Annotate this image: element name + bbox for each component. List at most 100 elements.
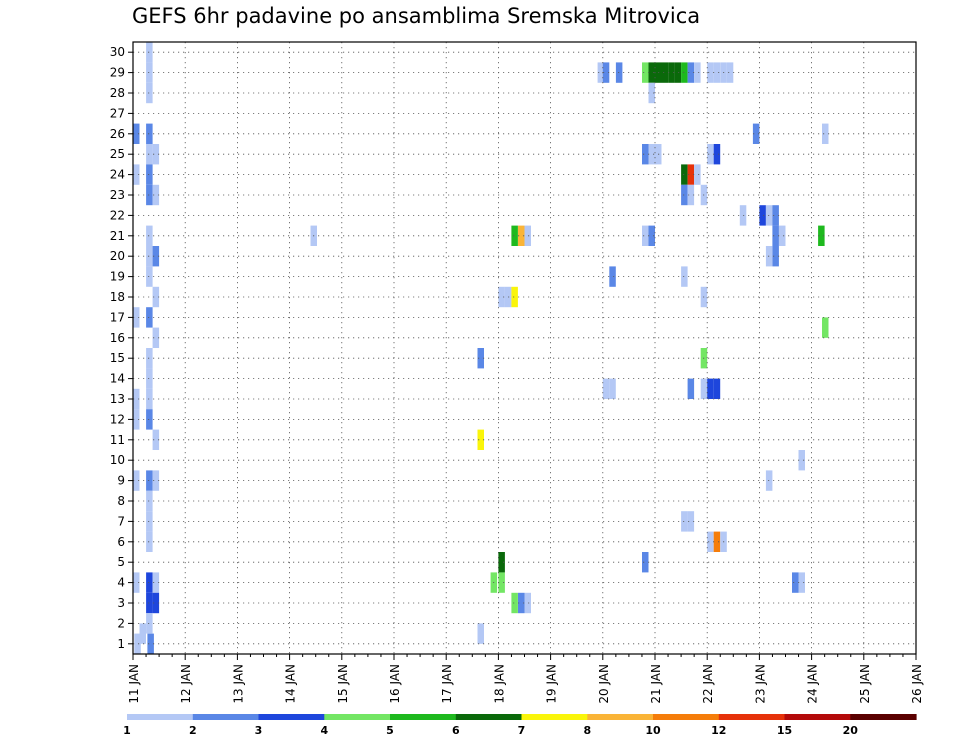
- y-tick-label: 27: [110, 106, 125, 120]
- heatmap-cell: [477, 623, 484, 644]
- heatmap-cell: [597, 62, 605, 83]
- heatmap-cell: [133, 307, 140, 328]
- heatmap-cell: [146, 572, 153, 593]
- y-tick-label: 28: [110, 86, 125, 100]
- colorbar-segment: [784, 714, 851, 720]
- heatmap-cell: [477, 429, 484, 450]
- heatmap-cell: [498, 286, 505, 308]
- heatmap-cell: [518, 225, 525, 246]
- heatmap-cell: [146, 144, 153, 165]
- heatmap-cell: [681, 266, 688, 287]
- y-tick-label: 20: [110, 249, 125, 263]
- x-axis: 11 JAN 12 JAN 13 JAN 14 JAN 15 JAN 16 JAN 17 J…: [127, 654, 924, 704]
- heatmap-cell: [681, 164, 688, 185]
- heatmap-cell: [146, 592, 153, 614]
- y-tick-label: 4: [117, 576, 125, 590]
- heatmap-cell: [642, 62, 649, 83]
- heatmap-cell: [687, 511, 695, 532]
- colorbar-segment: [192, 714, 260, 720]
- y-tick-label: 18: [110, 290, 125, 304]
- heatmap-cell: [152, 184, 160, 206]
- heatmap-cell: [146, 246, 153, 267]
- heatmap-cell: [139, 623, 146, 644]
- colorbar-label: 20: [843, 724, 859, 737]
- x-tick-label: 20 JAN: [597, 664, 611, 704]
- y-tick-label: 25: [110, 147, 125, 161]
- heatmap-cell: [707, 378, 714, 399]
- colorbar-label: 10: [645, 724, 661, 737]
- heatmap-cell: [146, 307, 153, 328]
- colorbar-label: 3: [255, 724, 263, 737]
- heatmap-cell: [759, 205, 766, 226]
- heatmap-cell: [648, 225, 655, 246]
- chart-title: GEFS 6hr padavine po ansamblima Sremska …: [132, 4, 701, 28]
- y-tick-label: 19: [110, 270, 125, 284]
- heatmap-cell: [511, 225, 518, 246]
- heatmap-cell: [498, 552, 505, 573]
- y-tick-label: 10: [110, 453, 125, 467]
- heatmap-cell: [511, 286, 518, 308]
- heatmap-cell: [772, 205, 779, 226]
- x-tick-label: 22 JAN: [701, 664, 715, 704]
- colorbar-segment: [324, 714, 391, 720]
- heatmap-cell: [602, 62, 610, 83]
- y-tick-label: 24: [110, 168, 125, 182]
- colorbar-segment: [258, 714, 325, 720]
- heatmap-cell: [146, 82, 153, 104]
- y-tick-label: 3: [117, 596, 125, 610]
- heatmap-cell: [152, 246, 160, 267]
- heatmap-cell: [822, 123, 829, 144]
- colorbar-segment: [653, 714, 720, 720]
- heatmap-cell: [152, 592, 160, 614]
- y-tick-label: 26: [110, 127, 125, 141]
- x-tick-label: 24 JAN: [806, 664, 820, 704]
- heatmap-cell: [133, 572, 140, 593]
- heatmap-cell: [477, 348, 484, 369]
- heatmap-cell: [642, 225, 649, 246]
- y-tick-label: 13: [110, 392, 125, 406]
- y-tick-label: 22: [110, 208, 125, 222]
- y-tick-label: 9: [117, 474, 125, 488]
- colorbar-segment: [127, 714, 194, 720]
- heatmap-cell: [648, 62, 655, 83]
- y-tick-label: 11: [110, 433, 125, 447]
- heatmap-cell: [133, 123, 140, 144]
- heatmap-cell: [674, 62, 682, 83]
- heatmap-cell: [648, 82, 655, 104]
- colorbar-label: 5: [386, 724, 394, 737]
- y-tick-label: 14: [110, 372, 125, 386]
- heatmap-cell: [511, 592, 518, 614]
- heatmap-cell: [694, 62, 701, 83]
- colorbar: 1 2 3 4 5 6 7 8 10 12 15 20: [123, 714, 917, 737]
- heatmap-cell: [694, 164, 701, 185]
- heatmap-cell: [147, 633, 154, 654]
- heatmap-cell: [772, 225, 779, 246]
- heatmap-cell: [146, 266, 153, 287]
- heatmap-cell: [642, 552, 649, 573]
- x-tick-label: 21 JAN: [649, 664, 663, 704]
- y-tick-label: 17: [110, 310, 125, 324]
- colorbar-label: 12: [711, 724, 726, 737]
- x-tick-label: 26 JAN: [910, 664, 924, 704]
- heatmap-cell: [713, 144, 721, 165]
- heatmap-cell: [133, 409, 140, 430]
- heatmap-cell: [524, 225, 531, 246]
- heatmap-cell: [713, 531, 721, 552]
- heatmap-cell: [152, 286, 160, 308]
- heatmap-cell: [687, 184, 695, 206]
- heatmap-cell: [681, 184, 688, 206]
- y-tick-label: 2: [117, 616, 125, 630]
- grid-layer: [133, 42, 916, 654]
- colorbar-label: 4: [320, 724, 328, 737]
- heatmap-cell: [146, 62, 153, 83]
- y-tick-label: 8: [117, 494, 125, 508]
- heatmap-cell: [152, 470, 160, 491]
- heatmap-cell: [752, 123, 760, 144]
- colorbar-segment: [718, 714, 786, 720]
- colorbar-segment: [455, 714, 523, 720]
- colorbar-label: 6: [452, 724, 460, 737]
- heatmap-cell: [152, 327, 160, 348]
- heatmap-cell: [713, 62, 721, 83]
- heatmap-cell: [133, 470, 140, 491]
- heatmap-cell: [134, 633, 141, 654]
